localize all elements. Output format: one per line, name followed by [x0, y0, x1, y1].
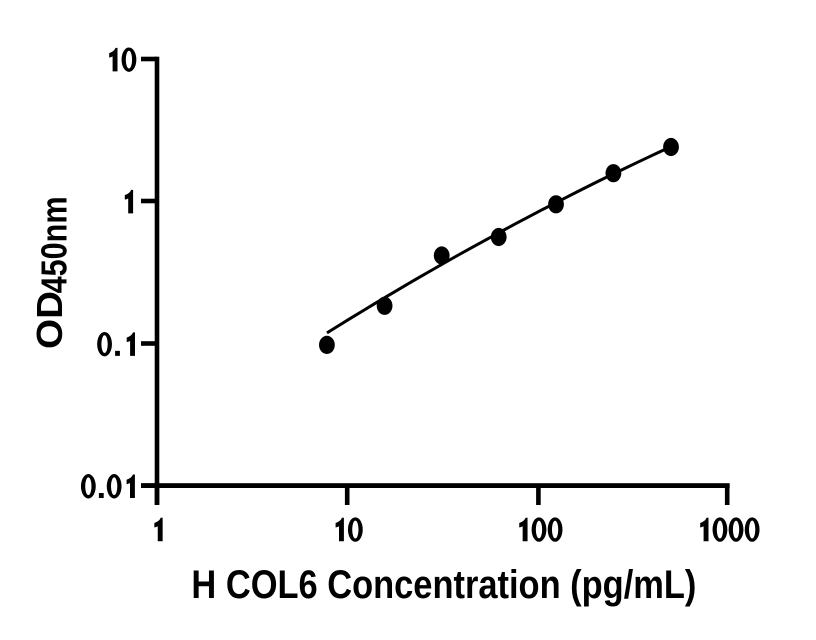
- svg-text:450nm: 450nm: [34, 196, 75, 293]
- svg-text:OD: OD: [29, 291, 70, 349]
- svg-text:H COL6 Concentration (pg/mL): H COL6 Concentration (pg/mL): [191, 563, 696, 607]
